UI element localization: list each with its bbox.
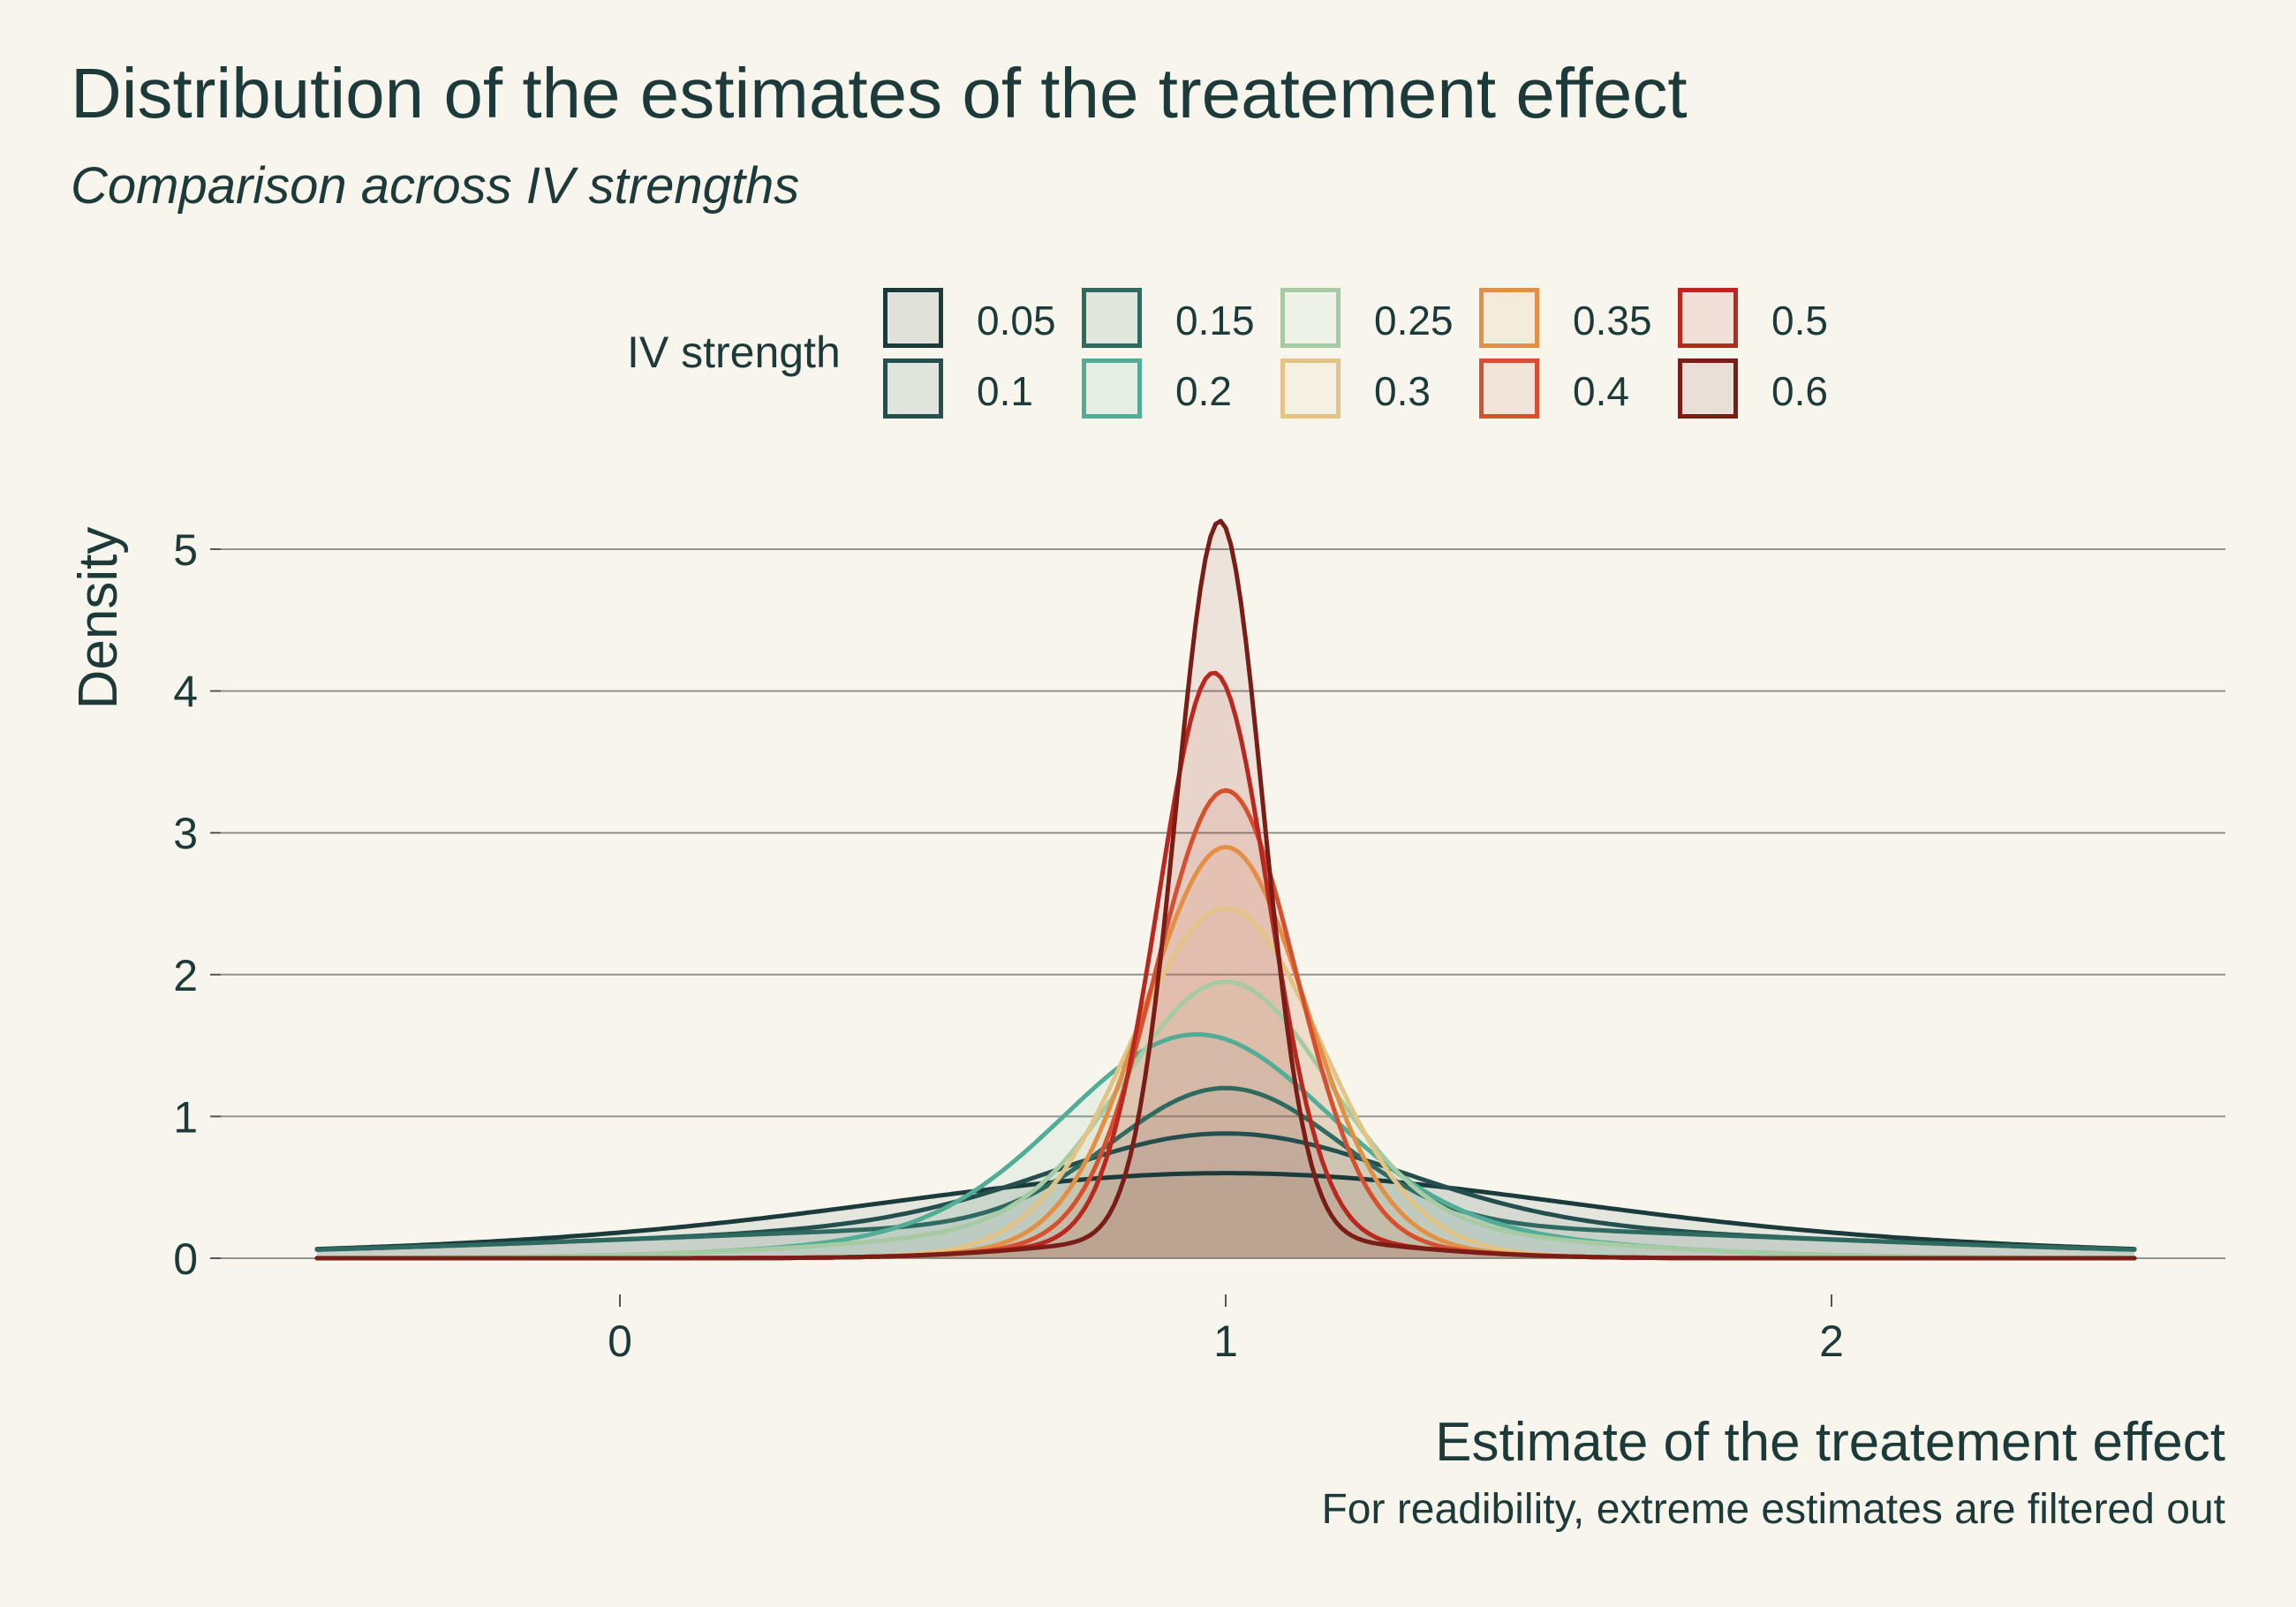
legend-label-0.5: 0.5 <box>1771 298 1828 343</box>
density-area-0.05 <box>317 1173 2134 1258</box>
legend-label-0.4: 0.4 <box>1573 368 1629 414</box>
y-tick-label: 4 <box>173 668 198 717</box>
legend-label-0.15: 0.15 <box>1175 298 1255 343</box>
y-axis-title: Density <box>68 527 129 710</box>
density-area-0.3 <box>317 908 2134 1258</box>
density-line-0.6 <box>314 518 2137 1261</box>
legend-key-0.6 <box>1678 358 1738 419</box>
y-axis: 0 1 2 3 4 5 <box>173 525 221 1284</box>
density-area-0.2 <box>317 1034 2134 1258</box>
chart-title: Distribution of the estimates of the tre… <box>71 54 1688 132</box>
legend-key-0.25 <box>1280 288 1341 348</box>
y-tick-label: 1 <box>173 1092 198 1142</box>
x-axis: 0 1 2 <box>608 1294 1844 1366</box>
density-line-0.15 <box>314 1085 2137 1252</box>
legend-label-0.05: 0.05 <box>977 298 1056 343</box>
density-area-0.4 <box>317 790 2134 1258</box>
legend-label-0.25: 0.25 <box>1374 298 1454 343</box>
density-area-0.25 <box>317 981 2134 1258</box>
x-tick-label: 1 <box>1213 1317 1238 1366</box>
chart-subtitle: Comparison across IV strengths <box>71 157 800 215</box>
density-lines <box>314 518 2137 1261</box>
y-tick-label: 0 <box>173 1234 198 1284</box>
density-areas <box>317 521 2134 1258</box>
legend-key-0.2 <box>1082 358 1142 419</box>
legend-key-0.15 <box>1082 288 1142 348</box>
density-area-0.6 <box>317 521 2134 1258</box>
x-tick-label: 2 <box>1819 1317 1844 1366</box>
density-area-0.1 <box>317 1133 2134 1258</box>
legend-key-0.1 <box>883 358 943 419</box>
legend-label-0.35: 0.35 <box>1573 298 1652 343</box>
density-area-0.35 <box>317 847 2134 1258</box>
density-line-0.25 <box>314 979 2137 1261</box>
legend-key-0.05 <box>883 288 943 348</box>
y-tick-label: 2 <box>173 951 198 1000</box>
x-tick-label: 0 <box>608 1317 632 1366</box>
y-tick-label: 5 <box>173 525 198 575</box>
legend-key-0.5 <box>1678 288 1738 348</box>
legend-key-0.4 <box>1479 358 1539 419</box>
chart-caption: For readibility, extreme estimates are f… <box>1321 1486 2225 1533</box>
legend-label-0.1: 0.1 <box>977 368 1033 414</box>
legend-label-0.2: 0.2 <box>1175 368 1232 414</box>
density-line-0.05 <box>314 1171 2137 1252</box>
y-tick-label: 3 <box>173 809 198 858</box>
legend-label-0.6: 0.6 <box>1771 368 1828 414</box>
density-area-0.5 <box>317 673 2134 1258</box>
legend-label-0.3: 0.3 <box>1374 368 1431 414</box>
x-axis-title: Estimate of the treatement effect <box>1435 1412 2225 1473</box>
legend-key-0.35 <box>1479 288 1539 348</box>
legend-title: IV strength <box>627 328 841 377</box>
legend-key-0.3 <box>1280 358 1341 419</box>
